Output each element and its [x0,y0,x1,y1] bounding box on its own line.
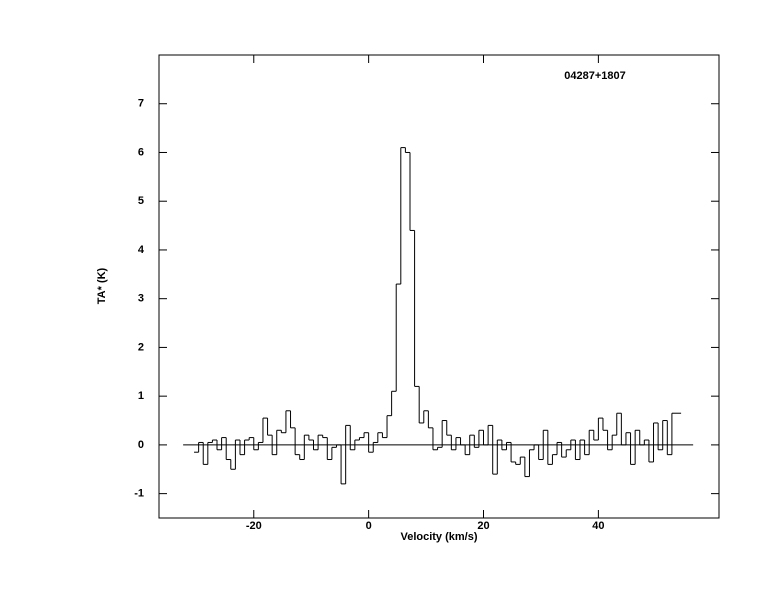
y-tick-label: 2 [138,341,144,353]
y-tick-label: 4 [138,244,145,256]
x-tick-label: 40 [592,520,604,532]
y-tick-label: 1 [138,390,144,402]
x-tick-label: 20 [477,520,489,532]
x-tick-label: -20 [246,520,262,532]
y-tick-label: -1 [134,488,144,500]
plot-frame [158,54,720,519]
y-tick-label: 6 [138,146,144,158]
x-tick-label: 0 [366,520,372,532]
y-axis-label: TA* (K) [96,267,108,304]
x-axis-label: Velocity (km/s) [400,531,477,543]
chart-title: 04287+1807 [564,70,625,82]
y-tick-label: 5 [138,195,144,207]
y-tick-label: 7 [138,98,144,110]
y-tick-label: 3 [138,293,144,305]
y-tick-label: 0 [138,439,144,451]
